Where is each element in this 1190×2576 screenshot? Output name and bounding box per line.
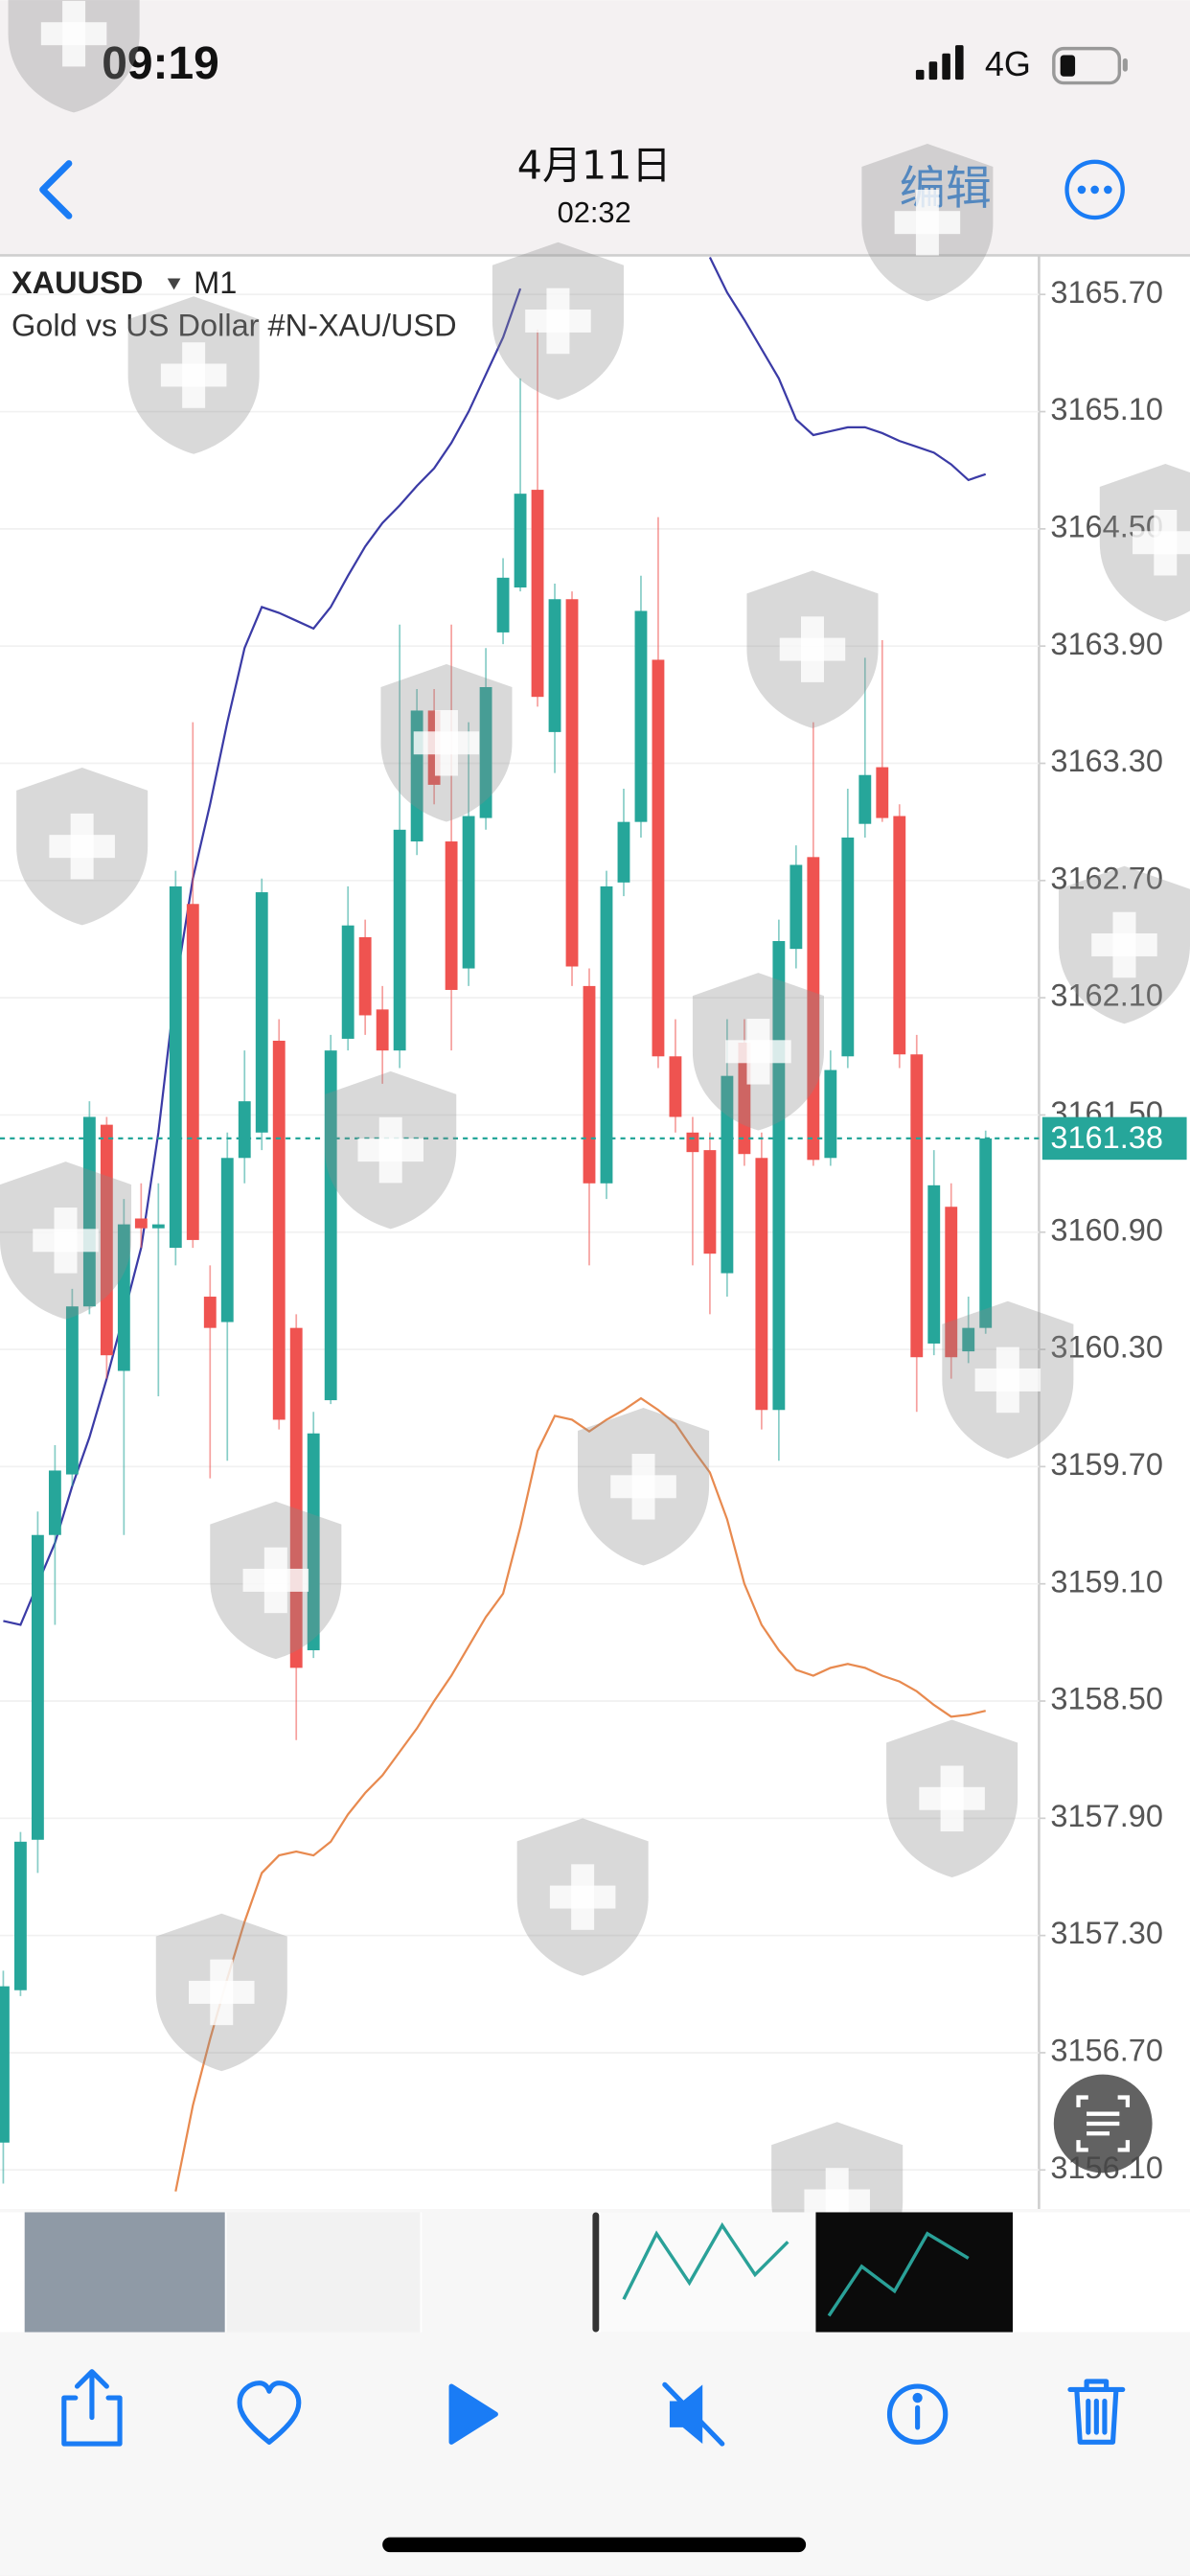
back-button[interactable]	[39, 160, 73, 219]
candle-body	[151, 1224, 165, 1229]
last-price-tag	[1041, 1116, 1187, 1161]
candle-body	[48, 1470, 61, 1535]
candle-body	[255, 892, 268, 1133]
thumbnail-strip	[0, 2212, 1190, 2333]
candle-body	[617, 821, 630, 883]
candle-body	[13, 1841, 27, 1990]
y-tick-label: 3159.70	[1050, 1447, 1163, 1482]
candle-body	[169, 886, 182, 1249]
candle-body	[790, 864, 803, 950]
candle-body	[445, 841, 458, 990]
y-tick-label: 3165.10	[1050, 392, 1163, 426]
candle-body	[841, 837, 855, 1057]
delete-button[interactable]	[1067, 2379, 1126, 2445]
band-line	[3, 257, 987, 1626]
candle-body	[272, 1040, 286, 1420]
y-tick-label: 3163.30	[1050, 744, 1163, 778]
favorite-button[interactable]	[237, 2380, 302, 2445]
y-tick-label: 3157.90	[1050, 1799, 1163, 1833]
y-tick-label: 3156.70	[1050, 2034, 1163, 2068]
candle-body	[186, 904, 199, 1240]
candle-body	[31, 1534, 44, 1840]
candle-body	[531, 490, 544, 698]
candle-body	[721, 1075, 734, 1274]
candle-body	[703, 1150, 717, 1254]
candle-body	[238, 1101, 251, 1159]
battery-icon	[1052, 46, 1128, 85]
candle-body	[945, 1207, 958, 1358]
symbol: XAUUSD	[11, 265, 143, 300]
play-button[interactable]	[448, 2383, 498, 2445]
candle-body	[341, 925, 355, 1039]
candle-body	[634, 610, 648, 822]
candle-body	[220, 1158, 234, 1322]
timeframe: M1	[194, 265, 237, 300]
band-line	[174, 1396, 986, 2192]
candle-body	[462, 816, 475, 969]
network-type: 4G	[985, 44, 1031, 83]
mute-button[interactable]	[662, 2381, 725, 2447]
signal-icon	[915, 45, 964, 80]
candle-body	[203, 1297, 217, 1328]
home-indicator	[382, 2537, 807, 2553]
candle-body	[652, 659, 665, 1057]
candle-body	[824, 1070, 837, 1159]
candle-body	[686, 1132, 699, 1153]
nav-subtitle: 02:32	[558, 196, 631, 229]
candle-body	[0, 1986, 10, 2143]
y-tick-label: 3165.70	[1050, 275, 1163, 310]
candle-body	[496, 577, 510, 632]
candle-body	[358, 936, 372, 1016]
y-tick-label: 3163.90	[1050, 627, 1163, 661]
y-tick-label: 3160.90	[1050, 1212, 1163, 1247]
y-tick-label: 3157.30	[1050, 1916, 1163, 1950]
nav-title: 4月11日	[517, 143, 672, 189]
dropdown-icon	[167, 278, 181, 290]
y-tick-label: 3159.10	[1050, 1564, 1163, 1598]
share-button[interactable]	[61, 2369, 123, 2447]
more-button[interactable]	[1064, 159, 1125, 220]
candle-body	[514, 494, 527, 588]
y-tick-label: 3158.50	[1050, 1682, 1163, 1716]
info-button[interactable]	[886, 2383, 949, 2445]
live-text-button[interactable]	[1053, 2074, 1153, 2174]
candle-body	[858, 774, 872, 824]
candle-body	[583, 985, 596, 1184]
candle-body	[600, 886, 613, 1184]
candle-body	[548, 599, 561, 732]
candle-body	[393, 829, 406, 1051]
candle-body	[376, 1009, 389, 1051]
candle-body	[979, 1138, 993, 1328]
candle-body	[65, 1306, 79, 1475]
band-layer	[3, 257, 987, 2192]
candle-body	[669, 1056, 682, 1117]
candle-body	[565, 599, 579, 967]
last-price-label: 3161.38	[1050, 1120, 1163, 1155]
candle-body	[893, 816, 906, 1055]
candle-body	[134, 1218, 148, 1229]
candle-body	[755, 1158, 768, 1411]
candle-body	[876, 767, 889, 818]
candle-body	[927, 1184, 941, 1344]
candle-body	[910, 1054, 924, 1358]
scrubber[interactable]	[592, 2212, 600, 2333]
